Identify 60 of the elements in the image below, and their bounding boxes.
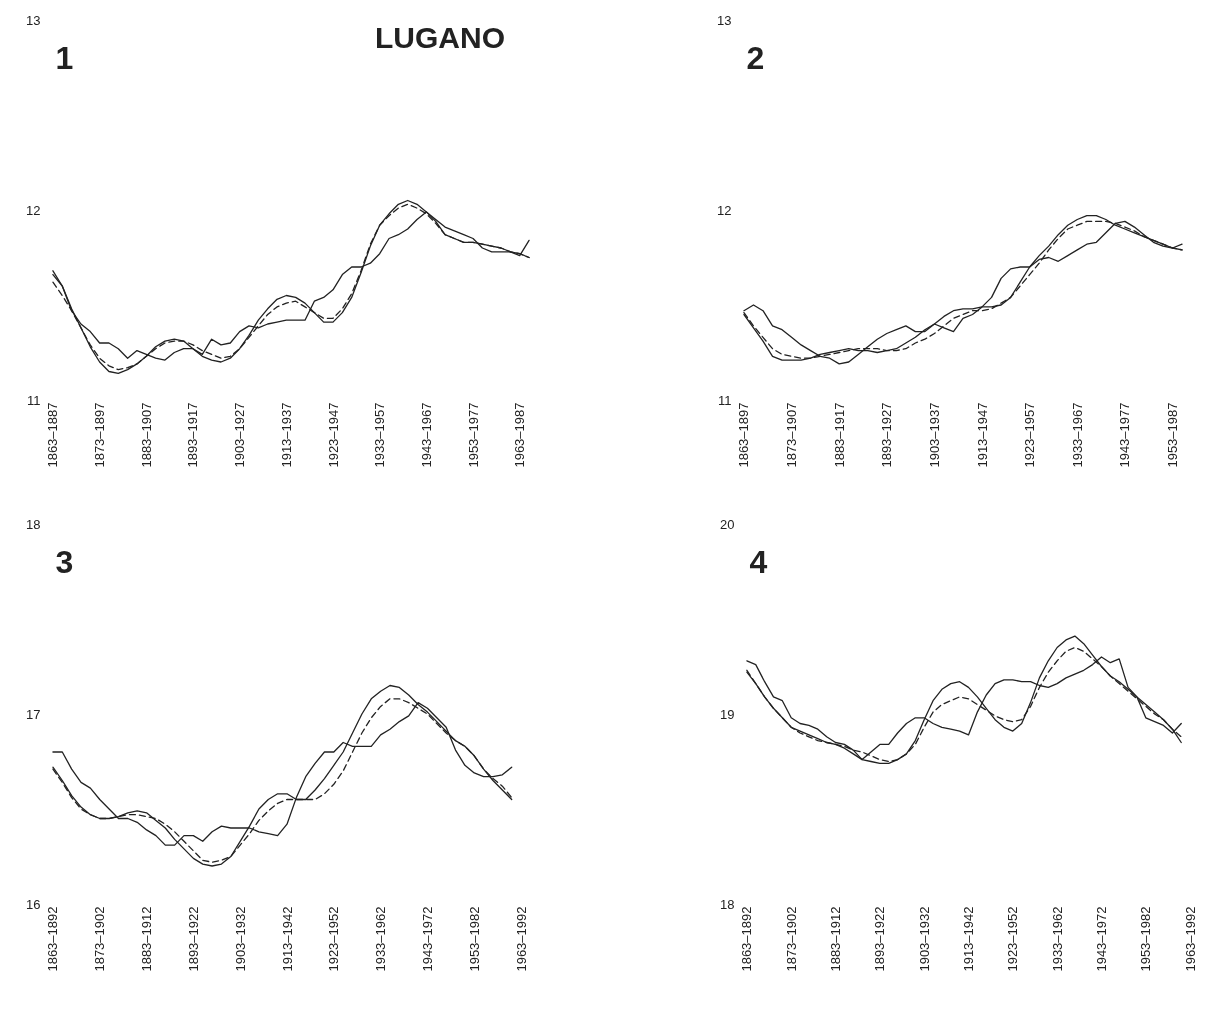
y-tick-label: 12	[717, 202, 732, 218]
x-tick-label: 1963–1992	[1182, 906, 1198, 972]
x-tick-label: 1923–1957	[1022, 402, 1038, 468]
x-tick-label: 1903–1927	[232, 402, 248, 468]
x-tick-label: 1863–1892	[45, 906, 61, 972]
x-tick-label: 1933–1962	[1049, 906, 1065, 972]
x-tick-label: 1893–1927	[879, 402, 895, 468]
y-tick-label: 12	[26, 202, 41, 218]
x-tick-label: 1923–1952	[326, 906, 342, 972]
x-tick-label: 1903–1932	[916, 906, 932, 972]
x-tick-label: 1863–1897	[736, 402, 752, 468]
x-tick-label: 1913–1937	[278, 402, 294, 468]
y-tick-label: 16	[26, 896, 41, 912]
x-tick-label: 1903–1932	[232, 906, 248, 972]
x-tick-label: 1873–1902	[783, 906, 799, 972]
y-tick-label: 20	[720, 516, 735, 532]
x-tick-label: 1963–1987	[512, 402, 528, 468]
y-tick-label: 11	[718, 392, 732, 408]
x-tick-label: 1913–1942	[961, 906, 976, 972]
x-tick-label: 1883–1907	[138, 402, 154, 468]
x-tick-label: 1873–1897	[92, 402, 108, 468]
x-tick-label: 1863–1892	[739, 906, 755, 972]
x-tick-label: 1903–1937	[926, 402, 942, 468]
y-tick-label: 17	[26, 706, 41, 722]
y-tick-label: 13	[717, 12, 732, 28]
x-tick-label: 1913–1947	[974, 402, 990, 468]
x-tick-label: 1943–1977	[1117, 402, 1133, 468]
x-tick-label: 1913–1942	[279, 906, 295, 972]
x-tick-label: 1953–1977	[465, 402, 481, 468]
text: 1	[55, 40, 74, 76]
x-tick-label: 1953–1982	[466, 906, 482, 972]
x-tick-label: 1953–1987	[1165, 402, 1181, 468]
x-tick-label: 1893–1922	[185, 906, 201, 972]
y-tick-label: 18	[720, 896, 735, 912]
x-tick-label: 1883–1912	[139, 906, 155, 972]
x-tick-label: 1883–1912	[828, 906, 844, 972]
x-tick-label: 1863–1887	[45, 402, 61, 468]
y-tick-label: 18	[26, 516, 41, 532]
x-tick-label: 1883–1917	[831, 402, 847, 468]
x-tick-label: 1963–1992	[513, 906, 529, 972]
x-tick-label: 1923–1952	[1005, 906, 1021, 972]
text: 4	[749, 544, 768, 580]
x-tick-label: 1943–1967	[418, 402, 434, 468]
x-tick-label: 1893–1917	[185, 402, 201, 468]
text: 2	[746, 40, 765, 76]
x-tick-label: 1943–1972	[419, 906, 435, 972]
x-tick-label: 1873–1902	[92, 906, 108, 972]
x-tick-label: 1923–1947	[325, 402, 341, 468]
x-tick-label: 1933–1967	[1069, 402, 1085, 468]
y-tick-label: 19	[720, 706, 735, 722]
x-tick-label: 1953–1982	[1138, 906, 1154, 972]
annotation: LUGANO	[375, 21, 505, 54]
x-tick-label: 1933–1957	[372, 402, 388, 468]
y-tick-label: 11	[27, 392, 41, 408]
x-tick-label: 1933–1962	[373, 906, 389, 972]
y-tick-label: 13	[26, 12, 41, 28]
x-tick-label: 1893–1922	[872, 906, 888, 972]
x-tick-label: 1873–1907	[784, 402, 800, 468]
x-tick-label: 1943–1972	[1093, 906, 1109, 972]
text: 3	[55, 544, 74, 580]
